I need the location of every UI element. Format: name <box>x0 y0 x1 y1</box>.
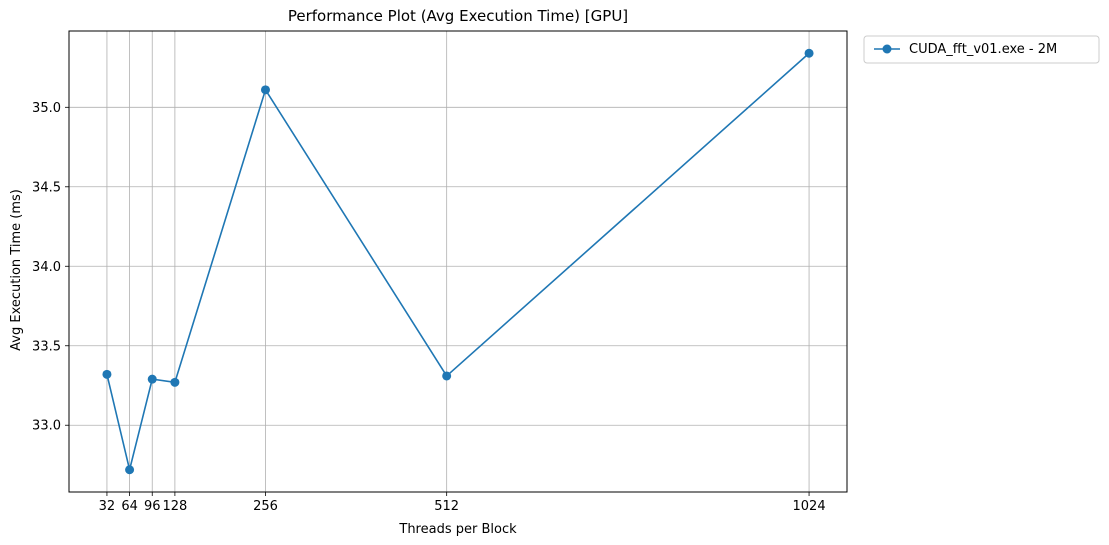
chart-title: Performance Plot (Avg Execution Time) [G… <box>288 7 628 25</box>
series-line <box>106 52 810 471</box>
x-tick-label: 128 <box>162 499 187 514</box>
plot-area-frame <box>68 30 848 493</box>
y-tick-label: 35.0 <box>32 101 61 116</box>
legend: CUDA_fft_v01.exe - 2M <box>863 35 1100 64</box>
data-point <box>102 369 112 379</box>
y-tick-label: 33.5 <box>32 339 61 354</box>
legend-frame <box>863 35 1100 64</box>
x-axis-title: Threads per Block <box>398 522 517 537</box>
y-tick-label: 34.5 <box>32 180 61 195</box>
x-axis: 32 64 96 128 256 512 1024 <box>99 492 826 514</box>
x-tick-label: 1024 <box>793 499 826 514</box>
x-tick-label: 32 <box>99 499 116 514</box>
data-point <box>442 371 452 381</box>
data-point <box>125 465 135 475</box>
x-tick-label: 96 <box>144 499 161 514</box>
legend-label: CUDA_fft_v01.exe - 2M <box>909 42 1057 57</box>
x-tick-label: 512 <box>434 499 459 514</box>
y-tick-label: 34.0 <box>32 260 61 275</box>
y-tick-label: 33.0 <box>32 419 61 434</box>
data-point <box>804 48 814 58</box>
grid-lines <box>69 31 847 492</box>
y-axis: 33.0 33.5 34.0 34.5 35.0 <box>32 101 69 434</box>
data-point <box>170 377 180 387</box>
x-tick-label: 256 <box>253 499 278 514</box>
legend-marker-sample <box>882 44 892 54</box>
data-point <box>260 85 270 95</box>
series-layer <box>102 48 814 475</box>
x-tick-label: 64 <box>121 499 138 514</box>
y-axis-title: Avg Execution Time (ms) <box>9 189 24 351</box>
data-point <box>147 374 157 384</box>
